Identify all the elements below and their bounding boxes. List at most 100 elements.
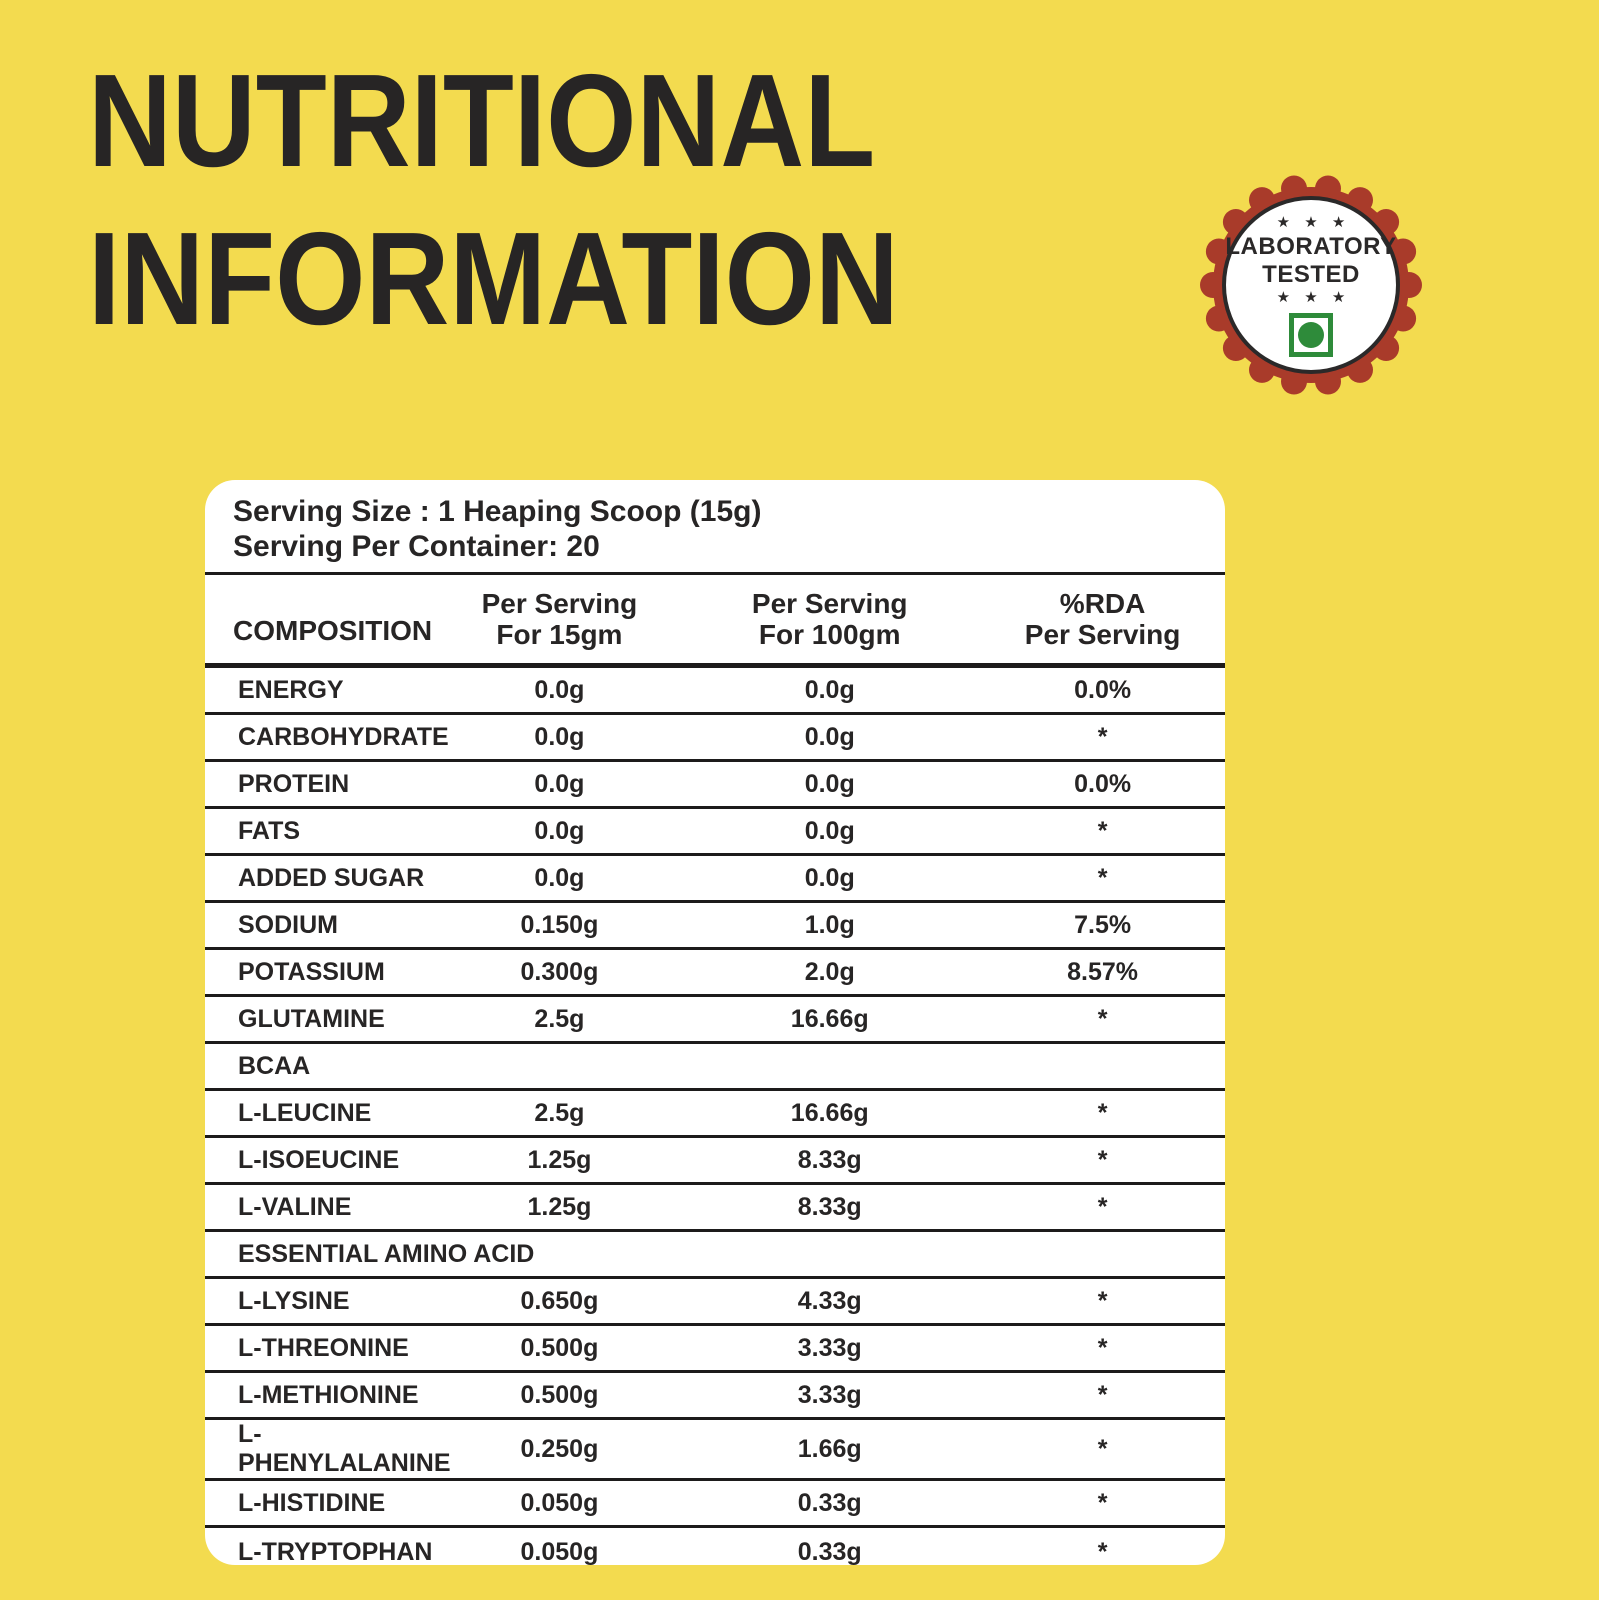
per-100g-cell: 4.33g bbox=[679, 1276, 981, 1325]
composition-cell: SODIUM bbox=[205, 900, 440, 949]
table-row: L-HISTIDINE 0.050g 0.33g * bbox=[205, 1478, 1225, 1527]
rda-cell: 0.0% bbox=[980, 759, 1225, 808]
table-row: GLUTAMINE 2.5g 16.66g * bbox=[205, 994, 1225, 1043]
composition-cell: PROTEIN bbox=[205, 759, 440, 808]
rda-cell: 8.57% bbox=[980, 947, 1225, 996]
per-15g-cell: 0.0g bbox=[439, 759, 680, 808]
table-row: PROTEIN 0.0g 0.0g 0.0% bbox=[205, 759, 1225, 808]
rda-cell: * bbox=[980, 1088, 1225, 1137]
rda-cell: * bbox=[980, 712, 1225, 761]
section-label-cell: BCAA bbox=[205, 1041, 1225, 1090]
column-header-per-15gm-line2: For 15gm bbox=[496, 619, 623, 650]
composition-cell: ENERGY bbox=[238, 675, 344, 704]
per-15g-cell: 0.250g bbox=[439, 1417, 680, 1480]
per-15g-cell: 1.25g bbox=[439, 1135, 680, 1184]
column-header-rda-line1: %RDA bbox=[1059, 588, 1146, 619]
vegetarian-mark-icon bbox=[1289, 312, 1333, 357]
page-title-line2: INFORMATION bbox=[88, 205, 899, 352]
badge-label-tested: TESTED bbox=[1262, 260, 1360, 288]
column-header-per-100gm: Per Serving For 100gm bbox=[679, 575, 981, 668]
composition-cell: L-METHIONINE bbox=[205, 1370, 440, 1419]
column-header-per-100gm-line1: Per Serving bbox=[751, 588, 908, 619]
per-15g-cell: 0.050g bbox=[439, 1478, 680, 1527]
badge-stars-top-icon: ★ ★ ★ bbox=[1276, 213, 1351, 231]
per-100g-cell: 3.33g bbox=[679, 1370, 981, 1419]
table-row: L-LYSINE 0.650g 4.33g * bbox=[205, 1276, 1225, 1325]
table-row: L-THREONINE 0.500g 3.33g * bbox=[205, 1323, 1225, 1372]
nutrition-panel: Serving Size : 1 Heaping Scoop (15g) Ser… bbox=[205, 480, 1225, 1565]
page-title-line1: NUTRITIONAL bbox=[88, 47, 876, 194]
composition-cell: L-ISOEUCINE bbox=[205, 1135, 440, 1184]
table-row: L-PHENYLALANINE 0.250g 1.66g * bbox=[205, 1417, 1225, 1480]
composition-cell: GLUTAMINE bbox=[205, 994, 440, 1043]
per-15g-cell: 0.650g bbox=[439, 1276, 680, 1325]
composition-cell: ADDED SUGAR bbox=[205, 853, 440, 902]
composition-cell: L-TRYPTOPHAN bbox=[205, 1525, 440, 1565]
table-row: L-TRYPTOPHAN 0.050g 0.33g * bbox=[205, 1525, 1225, 1565]
per-100g-cell: 16.66g bbox=[679, 994, 981, 1043]
rda-cell: * bbox=[980, 853, 1225, 902]
per-100g-cell: 0.0g bbox=[679, 712, 981, 761]
column-header-per-15gm-line1: Per Serving bbox=[481, 588, 638, 619]
per-100g-cell: 0.0g bbox=[679, 806, 981, 855]
column-header-rda-line2: Per Serving bbox=[1024, 619, 1181, 650]
rda-cell: * bbox=[980, 994, 1225, 1043]
per-15g-cell: 0.300g bbox=[439, 947, 680, 996]
per-100g-cell: 16.66g bbox=[679, 1088, 981, 1137]
per-15g-cell: 1.25g bbox=[439, 1182, 680, 1231]
per-100g-cell: 8.33g bbox=[679, 1182, 981, 1231]
per-100g-cell: 0.33g bbox=[679, 1525, 981, 1565]
table-row: ADDED SUGAR 0.0g 0.0g * bbox=[205, 853, 1225, 902]
per-15g-cell: 2.5g bbox=[439, 1088, 680, 1137]
serving-info: Serving Size : 1 Heaping Scoop (15g) Ser… bbox=[205, 490, 1225, 572]
composition-cell: POTASSIUM bbox=[205, 947, 440, 996]
badge-inner-circle: ★ ★ ★ LABORATORY TESTED ★ ★ ★ bbox=[1222, 196, 1400, 374]
per-100g-cell: 2.0g bbox=[679, 947, 981, 996]
composition-cell: L-VALINE bbox=[205, 1182, 440, 1231]
column-header-rda: %RDA Per Serving bbox=[980, 575, 1225, 668]
rda-cell: * bbox=[980, 1370, 1225, 1419]
serving-divider bbox=[205, 572, 1225, 575]
rda-cell: * bbox=[980, 1417, 1225, 1480]
rda-cell: 0.0% bbox=[1074, 675, 1132, 704]
column-header-composition: COMPOSITION bbox=[205, 575, 440, 668]
per-15g-cell: 0.500g bbox=[439, 1370, 680, 1419]
table-row: L-ISOEUCINE 1.25g 8.33g * bbox=[205, 1135, 1225, 1184]
table-row: L-VALINE 1.25g 8.33g * bbox=[205, 1182, 1225, 1231]
composition-cell: L-LYSINE bbox=[205, 1276, 440, 1325]
per-100g-cell: 0.0g bbox=[679, 759, 981, 808]
section-row: ESSENTIAL AMINO ACID bbox=[205, 1229, 1225, 1278]
column-header-per-15gm: Per Serving For 15gm bbox=[439, 575, 680, 668]
table-row: FATS 0.0g 0.0g * bbox=[205, 806, 1225, 855]
column-header-per-100gm-line2: For 100gm bbox=[758, 619, 901, 650]
rda-cell: * bbox=[980, 1276, 1225, 1325]
composition-cell: L-HISTIDINE bbox=[205, 1478, 440, 1527]
rda-cell: * bbox=[980, 806, 1225, 855]
per-15g-cell: 0.0g bbox=[439, 712, 680, 761]
per-15g-cell: 0.050g bbox=[439, 1525, 680, 1565]
badge-stars-bottom-icon: ★ ★ ★ bbox=[1276, 288, 1351, 306]
per-15g-cell: 0.0g bbox=[534, 675, 585, 704]
rda-cell: * bbox=[980, 1478, 1225, 1527]
composition-cell: L-THREONINE bbox=[205, 1323, 440, 1372]
table-row: ENERGY 0.0g 0.0g 0.0% bbox=[205, 666, 1225, 714]
per-100g-cell: 0.33g bbox=[679, 1478, 981, 1527]
laboratory-tested-badge: ★ ★ ★ LABORATORY TESTED ★ ★ ★ bbox=[1198, 172, 1424, 398]
table-row: CARBOHYDRATE 0.0g 0.0g * bbox=[205, 712, 1225, 761]
table-row: SODIUM 0.150g 1.0g 7.5% bbox=[205, 900, 1225, 949]
section-row: BCAA bbox=[205, 1041, 1225, 1090]
per-15g-cell: 0.0g bbox=[439, 853, 680, 902]
per-100g-cell: 1.66g bbox=[679, 1417, 981, 1480]
serving-size-line: Serving Size : 1 Heaping Scoop (15g) bbox=[233, 495, 762, 528]
table-body: ENERGY 0.0g 0.0g 0.0% CARBOHYDRATE 0.0g 0.0g * P… bbox=[205, 666, 1225, 1565]
per-100g-cell: 0.0g bbox=[804, 675, 855, 704]
composition-cell: L-PHENYLALANINE bbox=[205, 1417, 451, 1480]
table-row: L-LEUCINE 2.5g 16.66g * bbox=[205, 1088, 1225, 1137]
per-100g-cell: 8.33g bbox=[679, 1135, 981, 1184]
per-15g-cell: 0.150g bbox=[439, 900, 680, 949]
rda-cell: * bbox=[980, 1525, 1225, 1565]
composition-cell: L-LEUCINE bbox=[205, 1088, 440, 1137]
per-15g-cell: 0.0g bbox=[439, 806, 680, 855]
table-row: POTASSIUM 0.300g 2.0g 8.57% bbox=[205, 947, 1225, 996]
per-15g-cell: 0.500g bbox=[439, 1323, 680, 1372]
